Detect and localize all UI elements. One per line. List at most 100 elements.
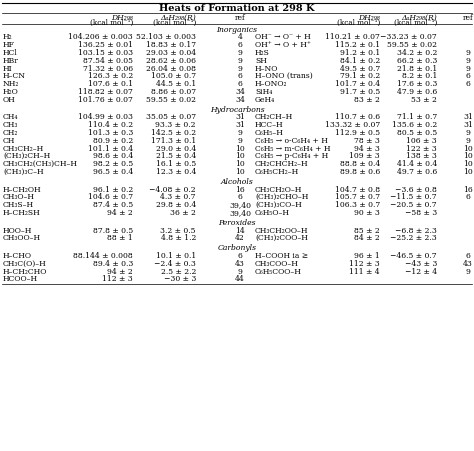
Text: 112 ± 3: 112 ± 3 [349,260,380,268]
Text: −33.23 ± 0.07: −33.23 ± 0.07 [380,33,437,41]
Text: CH₃: CH₃ [3,121,18,129]
Text: DH₂₉₈: DH₂₉₈ [358,14,380,22]
Text: 126.3 ± 0.2: 126.3 ± 0.2 [88,72,133,80]
Text: 39,40: 39,40 [229,209,251,217]
Text: CH₃CH₂OO–H: CH₃CH₂OO–H [255,226,309,235]
Text: 10: 10 [235,160,245,168]
Text: HCl: HCl [3,49,18,57]
Text: 80.9 ± 0.2: 80.9 ± 0.2 [93,137,133,145]
Text: 66.2 ± 0.3: 66.2 ± 0.3 [397,57,437,64]
Text: 106.3 ± 0.7: 106.3 ± 0.7 [335,201,380,209]
Text: 98.6 ± 0.4: 98.6 ± 0.4 [93,152,133,160]
Text: 115.2 ± 0.1: 115.2 ± 0.1 [335,41,380,49]
Text: 110.21 ± 0.07: 110.21 ± 0.07 [325,33,380,41]
Text: (kcal mol⁻¹): (kcal mol⁻¹) [337,19,380,27]
Text: 105.0 ± 0.7: 105.0 ± 0.7 [151,72,196,80]
Text: 47.9 ± 0.6: 47.9 ± 0.6 [397,88,437,96]
Text: 93.3 ± 0.2: 93.3 ± 0.2 [155,121,196,129]
Text: (CH₃)₂COO–H: (CH₃)₂COO–H [255,235,308,242]
Text: CH₃CH₂(CH₃)CH–H: CH₃CH₂(CH₃)CH–H [3,160,78,168]
Text: 90 ± 3: 90 ± 3 [354,209,380,217]
Text: 8.86 ± 0.07: 8.86 ± 0.07 [151,88,196,96]
Text: 59.55 ± 0.02: 59.55 ± 0.02 [387,41,437,49]
Text: 101.7 ± 0.4: 101.7 ± 0.4 [335,80,380,88]
Text: 94 ± 2: 94 ± 2 [107,267,133,276]
Text: −2.4 ± 0.3: −2.4 ± 0.3 [154,260,196,268]
Text: 104.206 ± 0.003: 104.206 ± 0.003 [68,33,133,41]
Text: −58 ± 3: −58 ± 3 [405,209,437,217]
Text: 6: 6 [465,80,470,88]
Text: 106 ± 3: 106 ± 3 [406,137,437,145]
Text: CH₃S–H: CH₃S–H [3,201,34,209]
Text: −30 ± 3: −30 ± 3 [164,275,196,283]
Text: Peroxides: Peroxides [218,219,256,227]
Text: C₆H₅ → p-C₆H₄ + H: C₆H₅ → p-C₆H₄ + H [255,152,328,160]
Text: 101.76 ± 0.07: 101.76 ± 0.07 [78,96,133,104]
Text: 10: 10 [463,144,473,152]
Text: 41.4 ± 0.4: 41.4 ± 0.4 [397,160,437,168]
Text: ref: ref [463,14,474,22]
Text: 122 ± 3: 122 ± 3 [406,144,437,152]
Text: CH₃O–H: CH₃O–H [3,193,35,201]
Text: Carbonyls: Carbonyls [218,244,256,252]
Text: 94 ± 3: 94 ± 3 [354,144,380,152]
Text: CH₂: CH₂ [3,129,18,137]
Text: 9: 9 [237,64,242,73]
Text: C₆H₅–H: C₆H₅–H [255,129,284,137]
Text: 80.5 ± 0.5: 80.5 ± 0.5 [397,129,437,137]
Text: CH: CH [3,137,15,145]
Text: Heats of Formation at 298 K: Heats of Formation at 298 K [159,4,315,13]
Text: H–CN: H–CN [3,72,26,80]
Text: 3.2 ± 0.5: 3.2 ± 0.5 [161,226,196,235]
Text: 21.5 ± 0.4: 21.5 ± 0.4 [156,152,196,160]
Text: 10.1 ± 0.1: 10.1 ± 0.1 [156,252,196,260]
Text: C₆H₅CH₂–H: C₆H₅CH₂–H [255,168,299,176]
Text: 79.1 ± 0.2: 79.1 ± 0.2 [340,72,380,80]
Text: CH₃CH₂–H: CH₃CH₂–H [3,144,44,152]
Text: 2.5 ± 2.2: 2.5 ± 2.2 [161,267,196,276]
Text: SiH₄: SiH₄ [255,88,273,96]
Text: 9: 9 [465,49,470,57]
Text: 44: 44 [235,275,245,283]
Text: 91.7 ± 0.5: 91.7 ± 0.5 [340,88,380,96]
Text: 110.4 ± 0.2: 110.4 ± 0.2 [88,121,133,129]
Text: C₆H₅ → m-C₆H₄ + H: C₆H₅ → m-C₆H₄ + H [255,144,330,152]
Text: 96 ± 1: 96 ± 1 [354,252,380,260]
Text: 49.5 ± 0.7: 49.5 ± 0.7 [340,64,380,73]
Text: 104.7 ± 0.8: 104.7 ± 0.8 [335,185,380,193]
Text: 9: 9 [465,57,470,64]
Text: −6.8 ± 2.3: −6.8 ± 2.3 [395,226,437,235]
Text: 28.62 ± 0.06: 28.62 ± 0.06 [146,57,196,64]
Text: 17.6 ± 0.3: 17.6 ± 0.3 [397,80,437,88]
Text: 88 ± 1: 88 ± 1 [107,235,133,242]
Text: C₆H₅ → o-C₆H₄ + H: C₆H₅ → o-C₆H₄ + H [255,137,328,145]
Text: (kcal mol⁻¹): (kcal mol⁻¹) [153,19,196,27]
Text: 43: 43 [463,260,473,268]
Text: 118.82 ± 0.07: 118.82 ± 0.07 [78,88,133,96]
Text: 135.6 ± 0.2: 135.6 ± 0.2 [392,121,437,129]
Text: 171.3 ± 0.1: 171.3 ± 0.1 [151,137,196,145]
Text: C₆H₅COO–H: C₆H₅COO–H [255,267,302,276]
Text: 6: 6 [237,252,242,260]
Text: HOO–H: HOO–H [3,226,32,235]
Text: 14: 14 [235,226,245,235]
Text: 9: 9 [465,137,470,145]
Text: 4.8 ± 1.2: 4.8 ± 1.2 [161,235,196,242]
Text: 39,40: 39,40 [229,201,251,209]
Text: 91.2 ± 0.1: 91.2 ± 0.1 [340,49,380,57]
Text: 35.05 ± 0.07: 35.05 ± 0.07 [146,113,196,121]
Text: H₂S: H₂S [255,49,270,57]
Text: 71.32 ± 0.06: 71.32 ± 0.06 [83,64,133,73]
Text: 98.2 ± 0.5: 98.2 ± 0.5 [93,160,133,168]
Text: 87.8 ± 0.5: 87.8 ± 0.5 [93,226,133,235]
Text: 9: 9 [465,64,470,73]
Text: 96.5 ± 0.4: 96.5 ± 0.4 [93,168,133,176]
Text: (kcal mol⁻¹): (kcal mol⁻¹) [393,19,437,27]
Text: 78 ± 3: 78 ± 3 [354,137,380,145]
Text: 36 ± 2: 36 ± 2 [170,209,196,217]
Text: GeH₄: GeH₄ [255,96,275,104]
Text: −11.5 ± 0.7: −11.5 ± 0.7 [391,193,437,201]
Text: 59.55 ± 0.02: 59.55 ± 0.02 [146,96,196,104]
Text: −25.2 ± 2.3: −25.2 ± 2.3 [390,235,437,242]
Text: H–CHO: H–CHO [3,252,32,260]
